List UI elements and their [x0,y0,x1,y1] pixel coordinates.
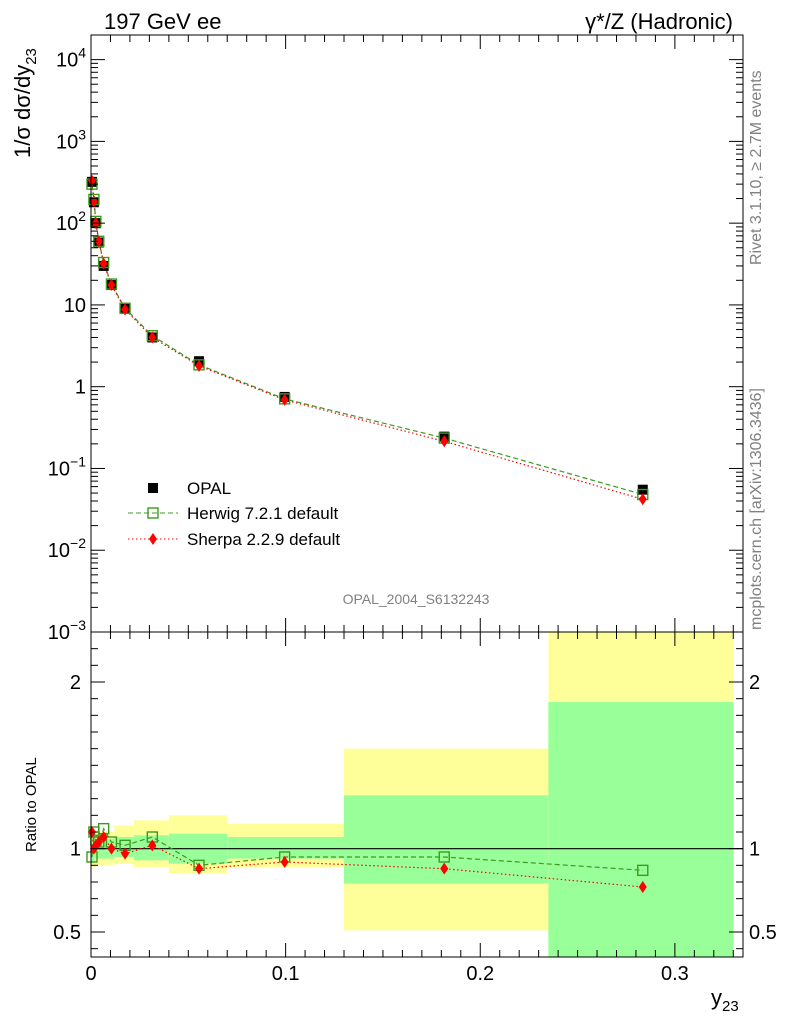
sherpa-point [280,393,289,406]
main-series-lines [91,180,643,500]
ratio-sherpa-point [148,839,157,852]
ratio-y-tick-label: 0.5 [53,922,81,944]
sherpa-point [94,235,103,248]
ratio-herwig-point [637,864,649,877]
ratio-frame [90,631,744,958]
main-y-tick-exp: 2 [78,208,86,224]
ratio-sherpa-point [440,862,449,875]
main-y-tick-exp: 4 [78,45,86,61]
main-y-tick-exp: −3 [70,617,86,633]
sherpa-line [91,180,643,500]
main-y-tick-base: 10 [56,213,78,235]
main-y-tick-exp: −1 [70,453,86,469]
legend-label: Herwig 7.2.1 default [187,504,338,523]
main-y-tick-label: 103 [56,126,86,153]
main-y-tick-label: 102 [56,208,86,235]
main-y-tick-base: 10 [56,131,78,153]
x-tick-label: 0.3 [661,963,689,985]
legend: OPAL Herwig 7.2.1 default Sherpa 2.2.9 def… [128,479,340,549]
sherpa-point [99,257,108,270]
sherpa-point [148,331,157,344]
main-y-tick-label: 10−3 [48,617,86,644]
ratio-y-tick-label-right: 2 [749,672,760,694]
main-y-tick-label: 10 [64,295,86,317]
sherpa-point [638,493,647,506]
ratio-uncertainty-bands [91,632,734,957]
legend-label: Sherpa 2.2.9 default [187,530,340,549]
x-axis-label: y23 [711,985,739,1015]
main-y-axis-label: 1/σ dσ/dy23 [10,48,40,158]
legend-sherpa-marker [149,533,157,545]
ratio-sherpa-point [638,881,647,893]
herwig-line [91,184,643,496]
sherpa-point [195,359,204,372]
legend-label: OPAL [187,479,231,498]
main-y-tick-base: 10 [64,295,86,317]
ratio-herwig-line [91,827,643,871]
ratio-y-tick-label: 1 [70,839,81,861]
main-y-tick-label: 104 [56,45,86,72]
main-y-tick-exp: 3 [78,126,86,142]
ratio-y-tick-label: 2 [70,672,81,694]
main-y-axis-label-sub: 23 [23,48,40,65]
ratio-band-inner [548,702,734,957]
ratio-herwig-point [438,851,450,863]
ratio-sherpa-point [195,862,204,875]
sherpa-point [440,435,449,448]
ratio-sherpa-point [99,831,108,843]
main-y-tick-label: 1 [75,377,86,399]
ratio-band-inner [227,837,345,859]
main-y-axis-label-main: 1/σ dσ/dy [10,65,35,158]
main-y-tick-base: 1 [75,377,86,399]
main-y-tick-base: 10 [48,622,70,644]
main-y-tick-base: 10 [48,540,70,562]
ratio-sherpa-point [121,847,130,860]
rivet-version-label: Rivet 3.1.10, ≥ 2.7M events [748,70,765,265]
sherpa-point [107,279,116,292]
mcplots-label: mcplots.cern.ch [arXiv:1306.3436] [748,388,765,630]
legend-herwig-marker [147,507,159,519]
header-left: 197 GeV ee [104,9,221,34]
x-axis-label-sub: 23 [722,998,739,1015]
sherpa-point [121,303,130,316]
ratio-y-tick-label-right: 0.5 [749,922,777,944]
x-tick-label: 0 [85,963,96,985]
main-y-tick-label: 10−2 [48,535,86,562]
ratio-y-tick-label-right: 1 [749,839,760,861]
ratio-herwig-point [86,851,98,863]
x-tick-label: 0.2 [466,963,494,985]
ratio-sherpa-point [94,836,103,848]
ratio-sherpa-point [280,856,289,868]
x-tick-label: 0.1 [272,963,300,985]
legend-opal-marker [148,483,158,493]
main-y-tick-exp: −2 [70,535,86,551]
main-y-tick-base: 10 [48,458,70,480]
main-y-tick-label: 10−1 [48,453,86,480]
x-axis-label-main: y [711,985,722,1010]
ratio-y-axis-label: Ratio to OPAL [23,757,40,852]
analysis-watermark: OPAL_2004_S6132243 [343,591,490,607]
header-right: γ*/Z (Hadronic) [585,9,733,34]
ratio-sherpa-point [107,842,116,855]
ratio-series-markers [86,822,649,893]
main-series-markers [86,174,649,506]
ratio-axes: 0 0.1 0.2 0.3 0.5 0.5 1 1 2 2 [53,631,777,985]
main-y-tick-base: 10 [56,50,78,72]
